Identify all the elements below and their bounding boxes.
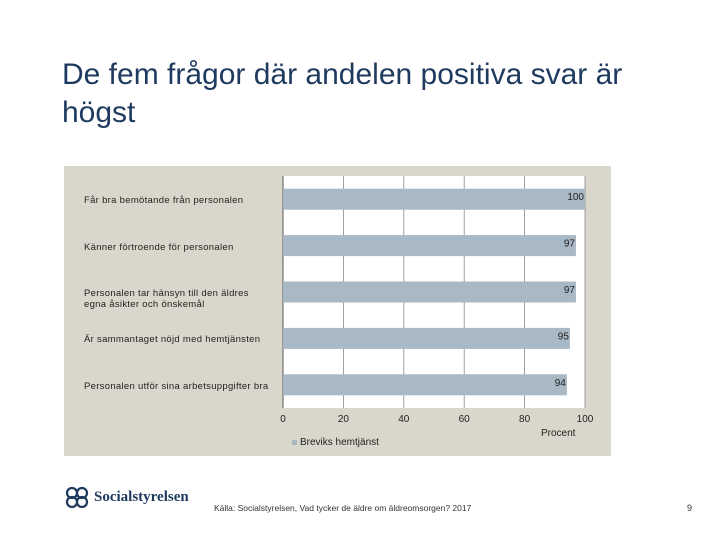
bar: [283, 235, 576, 257]
bar: [283, 374, 567, 396]
category-label: Är sammantaget nöjd med hemtjänsten: [84, 334, 261, 346]
page-number: 9: [687, 503, 693, 513]
legend-label: Breviks hemtjänst: [300, 437, 379, 448]
category-label: Personalen tar hänsyn till den äldres eg…: [84, 288, 249, 310]
bar-value-label: 97: [564, 285, 576, 296]
x-tick-label: 80: [519, 414, 531, 425]
legend-swatch: [292, 440, 297, 445]
source-note: Källa: Socialstyrelsen, Vad tycker de äl…: [214, 503, 472, 513]
category-label: Får bra bemötande från personalen: [84, 195, 244, 207]
bar: [283, 281, 576, 303]
socialstyrelsen-logo: Socialstyrelsen: [64, 486, 189, 508]
chart-panel: 0 20 40 60 80 100 100 97 97 95 94 Får bra bemötand…: [64, 166, 611, 456]
category-label: Känner förtroende för personalen: [84, 241, 234, 253]
bar-chart: 0 20 40 60 80 100 100 97 97 95 94: [280, 176, 594, 425]
bar-value-label: 95: [558, 331, 570, 342]
x-tick-label: 100: [577, 414, 594, 425]
logo-icon: [65, 486, 89, 508]
bar: [283, 327, 570, 349]
x-tick-label: 60: [459, 414, 471, 425]
x-axis-label: Procent: [541, 428, 576, 439]
bar-value-label: 94: [555, 378, 567, 389]
category-label: Personalen utför sina arbetsuppgifter br…: [84, 380, 269, 392]
slide-title: De fem frågor där andelen positiva svar …: [62, 58, 623, 129]
bar-value-label: 100: [567, 192, 584, 203]
logo-text: Socialstyrelsen: [94, 488, 189, 505]
legend: Breviks hemtjänst: [292, 437, 379, 448]
x-tick-label: 0: [280, 414, 286, 425]
bar-value-label: 97: [564, 239, 576, 250]
x-tick-label: 40: [398, 414, 410, 425]
bar: [283, 188, 585, 210]
x-tick-label: 20: [338, 414, 350, 425]
